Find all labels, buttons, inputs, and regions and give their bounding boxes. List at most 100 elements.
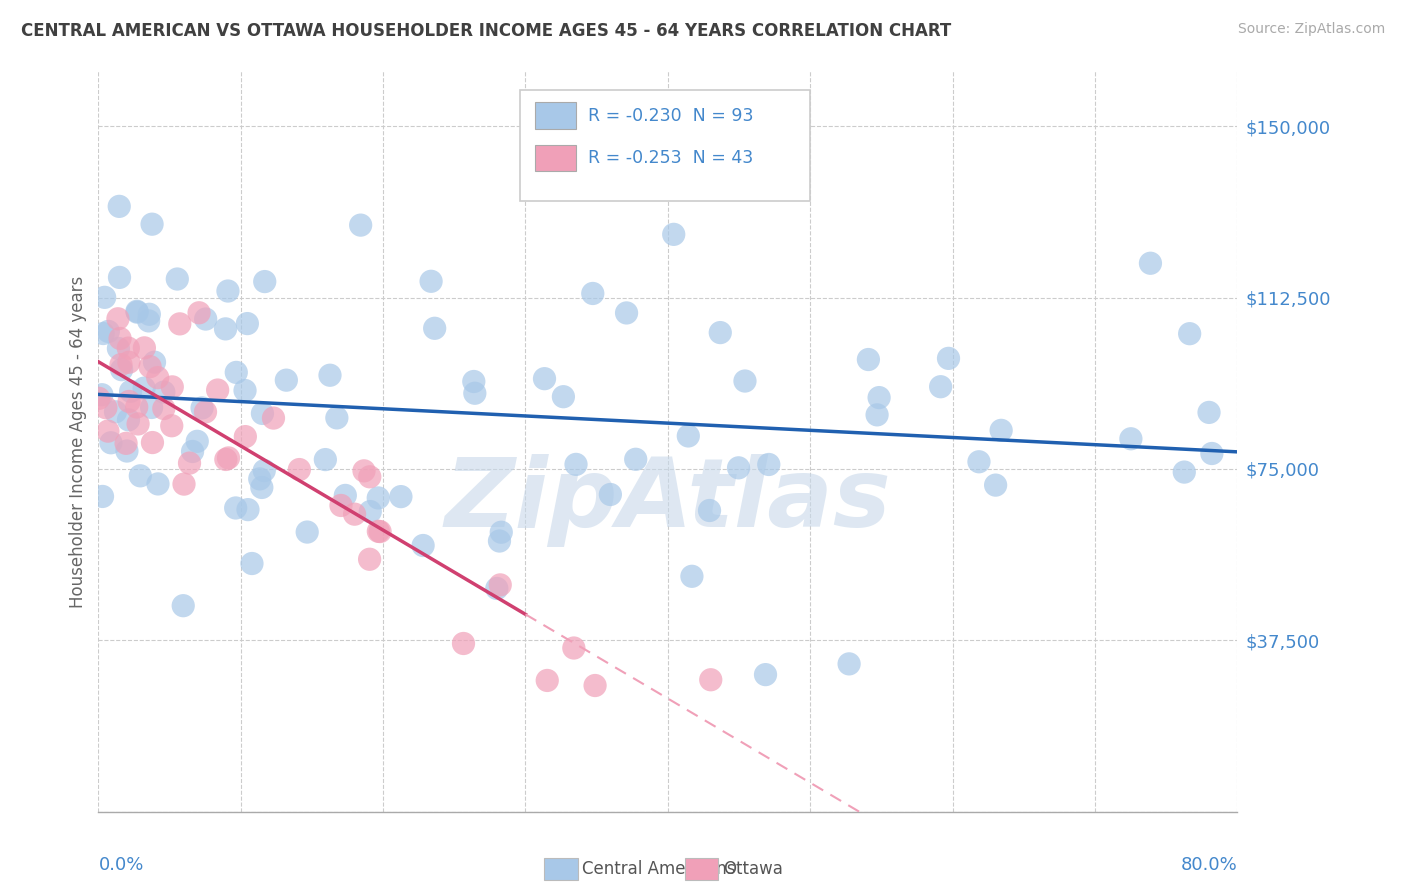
Point xyxy=(235,429,257,443)
Point xyxy=(1198,405,1220,419)
Point xyxy=(1139,256,1161,270)
Point xyxy=(173,477,195,491)
Point xyxy=(582,286,605,301)
Point xyxy=(389,490,412,504)
Point xyxy=(709,326,731,340)
Point xyxy=(138,307,160,321)
Point xyxy=(488,534,510,549)
Point xyxy=(412,539,434,553)
Point xyxy=(87,392,110,406)
Point xyxy=(117,341,139,355)
Point xyxy=(367,491,389,505)
Point xyxy=(233,384,256,398)
Point xyxy=(368,524,391,539)
Point xyxy=(353,464,375,478)
Point xyxy=(91,490,114,504)
Point xyxy=(288,462,311,476)
Point xyxy=(236,502,259,516)
Point xyxy=(107,342,129,356)
Point xyxy=(453,636,475,650)
Point xyxy=(162,380,184,394)
Point xyxy=(97,325,120,339)
Point xyxy=(111,362,134,376)
Point xyxy=(464,386,486,401)
Point xyxy=(990,423,1012,437)
Point xyxy=(215,452,238,467)
Point xyxy=(141,401,163,415)
Point xyxy=(249,472,271,486)
Point xyxy=(252,406,274,420)
Point xyxy=(134,381,156,395)
Point xyxy=(207,383,229,397)
Point xyxy=(153,385,176,400)
Point xyxy=(225,500,247,515)
Point xyxy=(533,372,555,386)
Point xyxy=(562,640,585,655)
Point xyxy=(186,434,208,449)
Point xyxy=(868,391,890,405)
FancyBboxPatch shape xyxy=(534,145,575,171)
Point xyxy=(91,326,114,341)
Point xyxy=(117,413,139,427)
Point xyxy=(225,365,247,379)
Point xyxy=(616,306,638,320)
Point xyxy=(754,667,776,681)
Point xyxy=(350,218,373,232)
Text: ZipAtlas: ZipAtlas xyxy=(444,454,891,548)
Point xyxy=(141,435,163,450)
Point xyxy=(681,569,703,583)
Point xyxy=(276,373,298,387)
Point xyxy=(319,368,342,383)
Point xyxy=(359,505,381,519)
Point xyxy=(125,304,148,318)
Point xyxy=(929,380,952,394)
Point xyxy=(194,405,217,419)
Point xyxy=(758,458,780,472)
Point xyxy=(423,321,446,335)
Point xyxy=(967,455,990,469)
FancyBboxPatch shape xyxy=(534,103,575,129)
Point xyxy=(139,359,162,374)
Point xyxy=(295,524,318,539)
Point xyxy=(700,673,723,687)
Y-axis label: Householder Income Ages 45 - 64 years: Householder Income Ages 45 - 64 years xyxy=(69,276,87,607)
Point xyxy=(553,390,575,404)
Point xyxy=(166,272,188,286)
Point xyxy=(97,424,120,438)
Text: Source: ZipAtlas.com: Source: ZipAtlas.com xyxy=(1237,22,1385,37)
Point xyxy=(127,417,149,431)
Point xyxy=(153,401,176,416)
Point xyxy=(115,444,138,458)
Text: CENTRAL AMERICAN VS OTTAWA HOUSEHOLDER INCOME AGES 45 - 64 YEARS CORRELATION CHA: CENTRAL AMERICAN VS OTTAWA HOUSEHOLDER I… xyxy=(21,22,952,40)
Point xyxy=(188,306,211,320)
Point xyxy=(335,488,357,502)
Point xyxy=(141,217,163,231)
Point xyxy=(938,351,960,366)
Point xyxy=(583,679,606,693)
Point xyxy=(489,578,512,592)
Point xyxy=(485,582,508,596)
Point xyxy=(181,444,204,458)
Point xyxy=(107,311,129,326)
Point xyxy=(125,400,148,414)
Point xyxy=(463,375,485,389)
Point xyxy=(734,374,756,388)
Point xyxy=(866,408,889,422)
Point xyxy=(858,352,880,367)
Point xyxy=(104,405,127,419)
Point xyxy=(146,370,169,384)
Point xyxy=(134,341,156,355)
Point xyxy=(624,452,647,467)
Point xyxy=(217,284,239,298)
Point xyxy=(599,487,621,501)
Point xyxy=(108,331,131,345)
Point xyxy=(236,317,259,331)
Point xyxy=(214,322,236,336)
Point xyxy=(1201,446,1223,460)
Point xyxy=(118,394,141,409)
Point xyxy=(194,312,217,326)
Point xyxy=(108,270,131,285)
Point xyxy=(108,199,131,213)
Point xyxy=(662,227,685,242)
FancyBboxPatch shape xyxy=(520,90,810,201)
